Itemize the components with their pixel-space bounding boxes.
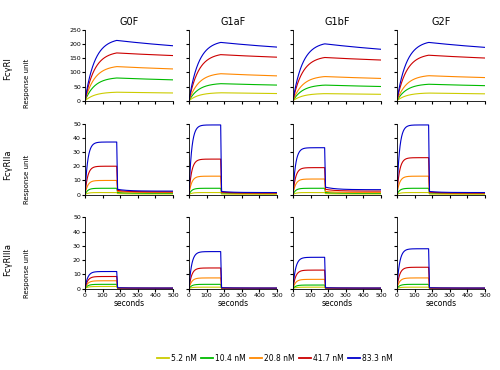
Text: Response unit: Response unit xyxy=(24,249,30,299)
Text: FcγRIIIa: FcγRIIIa xyxy=(3,242,12,276)
Text: Response unit: Response unit xyxy=(24,155,30,204)
Title: G2F: G2F xyxy=(432,17,450,27)
X-axis label: seconds: seconds xyxy=(218,299,248,308)
X-axis label: seconds: seconds xyxy=(322,299,352,308)
Title: G1bF: G1bF xyxy=(324,17,349,27)
Text: FcγRI: FcγRI xyxy=(3,57,12,80)
X-axis label: seconds: seconds xyxy=(114,299,144,308)
Title: G1aF: G1aF xyxy=(220,17,246,27)
Title: G0F: G0F xyxy=(120,17,139,27)
Text: FcγRIIa: FcγRIIa xyxy=(3,149,12,180)
Legend: 5.2 nM, 10.4 nM, 20.8 nM, 41.7 nM, 83.3 nM: 5.2 nM, 10.4 nM, 20.8 nM, 41.7 nM, 83.3 … xyxy=(154,351,396,366)
X-axis label: seconds: seconds xyxy=(426,299,456,308)
Text: Response unit: Response unit xyxy=(24,58,30,108)
